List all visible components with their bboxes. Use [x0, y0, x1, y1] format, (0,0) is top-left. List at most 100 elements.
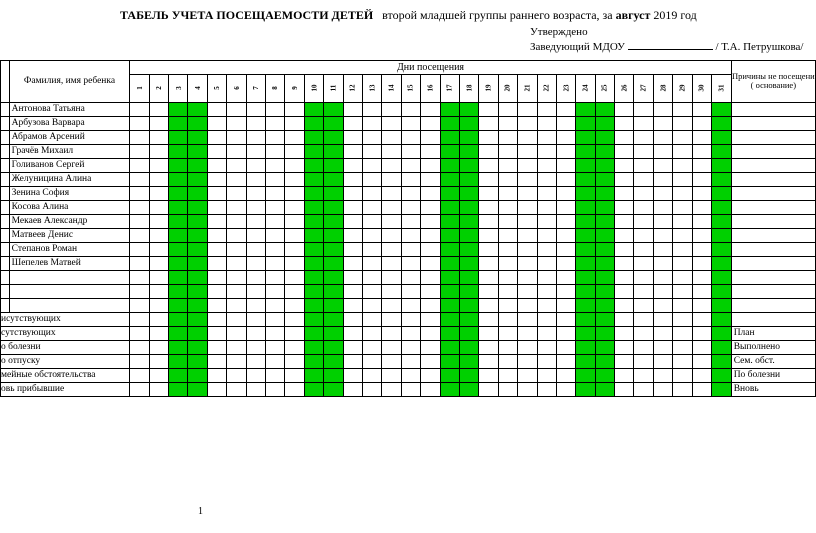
- day-cell: [576, 256, 595, 270]
- day-cell: [401, 368, 420, 382]
- day-cell: [692, 368, 711, 382]
- day-cell: [188, 144, 207, 158]
- day-cell: [595, 228, 614, 242]
- day-cell: [556, 242, 575, 256]
- day-cell: [285, 102, 304, 116]
- day-cell: [227, 354, 246, 368]
- day-cell: [246, 256, 265, 270]
- day-cell: [595, 200, 614, 214]
- day-cell: [712, 116, 732, 130]
- day-header-26: 26: [615, 74, 634, 102]
- footer-label: мейные обстоятельства: [1, 368, 130, 382]
- day-cell: [634, 340, 653, 354]
- day-cell: [343, 116, 362, 130]
- col-reason: Причины не посещени ( основание): [731, 60, 815, 102]
- day-cell: [382, 284, 401, 298]
- day-cell: [227, 312, 246, 326]
- day-cell: [518, 130, 537, 144]
- reason-cell: [731, 228, 815, 242]
- day-cell: [537, 102, 556, 116]
- day-cell: [227, 242, 246, 256]
- day-cell: [712, 368, 732, 382]
- day-cell: [227, 144, 246, 158]
- day-cell: [266, 228, 285, 242]
- day-cell: [440, 116, 459, 130]
- day-cell: [498, 158, 517, 172]
- row-num: [1, 228, 10, 242]
- day-cell: [362, 242, 381, 256]
- day-cell: [440, 368, 459, 382]
- day-cell: [266, 256, 285, 270]
- day-cell: [324, 312, 343, 326]
- day-cell: [362, 270, 381, 284]
- row-num: [1, 270, 10, 284]
- day-cell: [362, 158, 381, 172]
- day-cell: [653, 116, 672, 130]
- approval-line1: Утверждено: [530, 25, 816, 40]
- day-cell: [207, 200, 226, 214]
- day-cell: [479, 200, 498, 214]
- day-cell: [634, 116, 653, 130]
- day-cell: [362, 312, 381, 326]
- day-cell: [382, 102, 401, 116]
- day-cell: [401, 158, 420, 172]
- day-cell: [440, 200, 459, 214]
- day-header-19: 19: [479, 74, 498, 102]
- day-cell: [382, 214, 401, 228]
- day-cell: [712, 312, 732, 326]
- day-cell: [712, 326, 732, 340]
- day-cell: [362, 340, 381, 354]
- day-cell: [304, 144, 323, 158]
- reason-cell: Вновь: [731, 382, 815, 396]
- day-header-20: 20: [498, 74, 517, 102]
- day-cell: [556, 284, 575, 298]
- approval-line2-pre: Заведующий МДОУ: [530, 41, 628, 53]
- day-cell: [227, 214, 246, 228]
- table-row: Желуницина Алина: [1, 172, 816, 186]
- child-name: Мекаев Александр: [9, 214, 130, 228]
- day-cell: [169, 340, 188, 354]
- day-cell: [421, 368, 440, 382]
- day-cell: [712, 340, 732, 354]
- day-cell: [324, 102, 343, 116]
- day-cell: [692, 382, 711, 396]
- day-cell: [634, 326, 653, 340]
- day-cell: [188, 354, 207, 368]
- reason-cell: [731, 172, 815, 186]
- day-cell: [362, 172, 381, 186]
- day-cell: [498, 298, 517, 312]
- day-cell: [518, 200, 537, 214]
- day-cell: [343, 158, 362, 172]
- day-cell: [266, 326, 285, 340]
- day-cell: [673, 158, 692, 172]
- day-cell: [188, 284, 207, 298]
- day-cell: [595, 326, 614, 340]
- day-cell: [401, 200, 420, 214]
- day-cell: [595, 242, 614, 256]
- day-cell: [285, 354, 304, 368]
- day-cell: [459, 256, 478, 270]
- day-cell: [556, 130, 575, 144]
- day-cell: [149, 256, 168, 270]
- day-cell: [440, 242, 459, 256]
- day-cell: [498, 116, 517, 130]
- day-cell: [304, 340, 323, 354]
- day-cell: [653, 102, 672, 116]
- day-cell: [421, 354, 440, 368]
- title-rest-pre: второй младшей группы раннего возраста, …: [382, 8, 615, 22]
- day-cell: [673, 130, 692, 144]
- day-cell: [246, 340, 265, 354]
- footer-row: о отпускуСем. обст.: [1, 354, 816, 368]
- day-cell: [285, 116, 304, 130]
- day-cell: [207, 214, 226, 228]
- day-cell: [576, 270, 595, 284]
- footer-label: овь прибывшие: [1, 382, 130, 396]
- day-cell: [653, 298, 672, 312]
- day-cell: [537, 382, 556, 396]
- day-cell: [130, 284, 149, 298]
- day-cell: [634, 284, 653, 298]
- day-cell: [266, 116, 285, 130]
- day-cell: [149, 368, 168, 382]
- table-row: [1, 270, 816, 284]
- footer-label: сутствующих: [1, 326, 130, 340]
